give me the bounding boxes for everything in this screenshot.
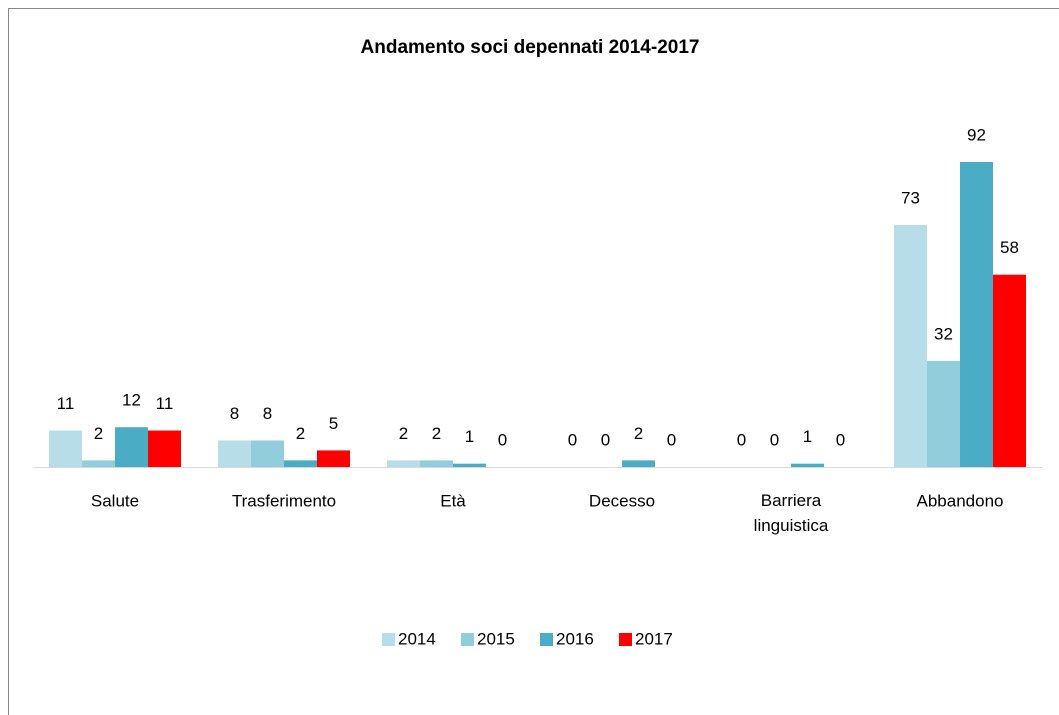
bar — [791, 463, 824, 467]
bar — [148, 430, 181, 467]
legend-swatch — [619, 633, 632, 646]
x-tick-label: Decesso — [589, 491, 655, 510]
legend-label: 2014 — [398, 629, 436, 648]
bar — [49, 430, 82, 467]
legend-swatch — [540, 633, 553, 646]
data-label: 8 — [230, 404, 239, 423]
data-label: 0 — [568, 430, 577, 449]
bar — [420, 460, 453, 467]
data-label: 2 — [634, 424, 643, 443]
bar — [453, 463, 486, 467]
bar — [115, 427, 148, 467]
bar — [993, 274, 1026, 467]
x-tick-label: Barriera linguistica — [754, 491, 829, 535]
legend-swatch — [461, 633, 474, 646]
bar — [387, 460, 420, 467]
bar — [894, 224, 927, 467]
bar — [218, 440, 251, 467]
data-label: 92 — [967, 125, 986, 144]
data-label: 0 — [498, 430, 507, 449]
data-label: 8 — [263, 404, 272, 423]
data-label: 0 — [836, 430, 845, 449]
data-label: 0 — [737, 430, 746, 449]
x-tick-label: Età — [440, 491, 466, 510]
data-label: 11 — [156, 394, 174, 413]
data-label: 0 — [667, 430, 676, 449]
bar — [251, 440, 284, 467]
data-label: 58 — [1000, 238, 1019, 257]
data-label: 2 — [296, 424, 305, 443]
x-tick-label: Trasferimento — [232, 491, 336, 510]
bar — [960, 162, 993, 467]
bar — [82, 460, 115, 467]
data-label: 1 — [803, 427, 812, 446]
legend-swatch — [382, 633, 395, 646]
data-label: 11 — [57, 394, 75, 413]
data-label: 5 — [329, 414, 338, 433]
bar — [317, 450, 350, 467]
data-label: 2 — [94, 424, 103, 443]
legend-label: 2015 — [477, 629, 515, 648]
chart-title: Andamento soci depennati 2014-2017 — [361, 37, 700, 58]
x-tick-label: Salute — [91, 491, 139, 510]
data-label: 12 — [122, 391, 141, 410]
bar — [284, 460, 317, 467]
data-label: 73 — [901, 188, 920, 207]
data-label: 0 — [770, 430, 779, 449]
data-label: 2 — [432, 424, 441, 443]
bar — [927, 360, 960, 467]
data-label: 32 — [934, 324, 953, 343]
x-tick-label: Abbandono — [917, 491, 1004, 510]
legend-label: 2016 — [556, 629, 594, 648]
legend-label: 2017 — [635, 629, 673, 648]
data-label: 1 — [465, 427, 474, 446]
data-label: 0 — [601, 430, 610, 449]
bar — [622, 460, 655, 467]
data-label: 2 — [399, 424, 408, 443]
chart-border — [8, 8, 1059, 715]
